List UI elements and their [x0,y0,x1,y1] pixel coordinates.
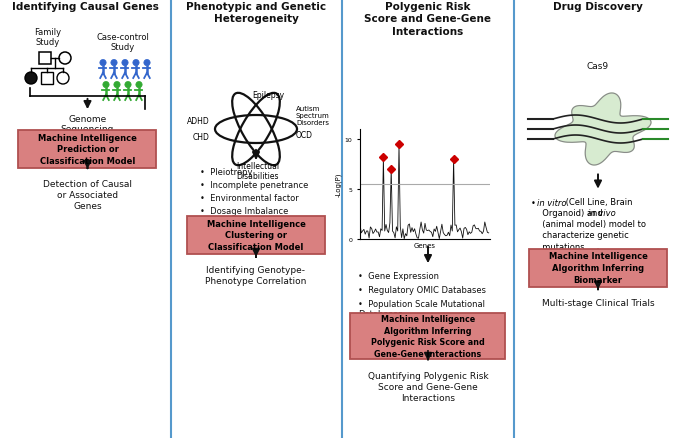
Text: Polygenic Risk
Score and Gene-Gene
Interactions: Polygenic Risk Score and Gene-Gene Inter… [364,2,492,37]
Text: in vivo: in vivo [588,209,616,218]
Circle shape [114,82,120,88]
Text: Machine Intelligence
Clustering or
Classification Model: Machine Intelligence Clustering or Class… [207,219,306,252]
Text: Machine Intelligence
Algorithm Inferring
Polygenic Risk Score and
Gene-Gene Inte: Machine Intelligence Algorithm Inferring… [371,314,485,358]
FancyBboxPatch shape [18,131,156,169]
Text: CHD: CHD [193,133,210,142]
Text: mutations: mutations [537,242,584,251]
Circle shape [122,60,128,67]
Text: Cas9: Cas9 [587,62,609,71]
Text: •  Environmental factor: • Environmental factor [200,194,299,202]
Text: Family
Study: Family Study [34,28,62,47]
Text: Organoid) and: Organoid) and [537,209,606,218]
Text: Intellectual
Disabilities: Intellectual Disabilities [236,162,279,181]
Circle shape [111,60,117,67]
Text: •  Gene Expression: • Gene Expression [358,272,439,280]
X-axis label: Genes: Genes [414,242,436,248]
Text: Identifying Causal Genes: Identifying Causal Genes [12,2,158,12]
Text: Quantifying Polygenic Risk
Score and Gene-Gene
Interactions: Quantifying Polygenic Risk Score and Gen… [368,371,488,402]
Circle shape [25,73,37,85]
Circle shape [100,60,106,67]
Text: ADHD: ADHD [187,117,210,126]
Text: in vitro: in vitro [537,198,566,207]
Circle shape [103,82,109,88]
Text: Autism
Spectrum
Disorders: Autism Spectrum Disorders [296,106,329,126]
Text: OCD: OCD [296,131,313,140]
Text: Genome
Sequencing: Genome Sequencing [61,115,114,134]
Text: Multi-stage Clinical Trials: Multi-stage Clinical Trials [542,298,654,307]
Text: •  Dosage Imbalance: • Dosage Imbalance [200,207,288,215]
Text: •  Regulatory OMIC Databases: • Regulatory OMIC Databases [358,285,486,294]
Text: •  Population Scale Mutational
Databases: • Population Scale Mutational Databases [358,299,485,319]
Text: Drug Discovery: Drug Discovery [553,2,643,12]
Text: Detection of Causal
or Associated
Genes: Detection of Causal or Associated Genes [43,180,132,211]
Text: (animal model) model to: (animal model) model to [537,220,646,229]
FancyBboxPatch shape [351,313,506,359]
Circle shape [133,60,139,67]
Text: characterize genetic: characterize genetic [537,231,629,240]
Text: (Cell Line, Brain: (Cell Line, Brain [563,198,632,207]
Bar [39,53,51,65]
Text: •  Pleiotropy: • Pleiotropy [200,168,253,177]
Text: •  Incomplete penetrance: • Incomplete penetrance [200,180,308,190]
Text: Phenotypic and Genetic
Heterogeneity: Phenotypic and Genetic Heterogeneity [186,2,326,25]
Text: Identifying Genotype-
Phenotype Correlation: Identifying Genotype- Phenotype Correlat… [206,265,307,286]
FancyBboxPatch shape [529,249,667,287]
Text: Machine Intelligence
Prediction or
Classification Model: Machine Intelligence Prediction or Class… [38,134,137,166]
Circle shape [136,82,142,88]
FancyBboxPatch shape [187,216,325,254]
Text: Case-control
Study: Case-control Study [97,32,149,52]
Circle shape [144,60,150,67]
Bar [41,73,53,85]
Circle shape [125,82,131,88]
Text: •: • [531,198,536,207]
Polygon shape [555,94,651,166]
Text: Epilepsy: Epilepsy [252,91,284,100]
Text: Machine Intelligence
Algorithm Inferring
Biomarker: Machine Intelligence Algorithm Inferring… [549,251,647,284]
Y-axis label: -Log(P): -Log(P) [336,173,342,197]
